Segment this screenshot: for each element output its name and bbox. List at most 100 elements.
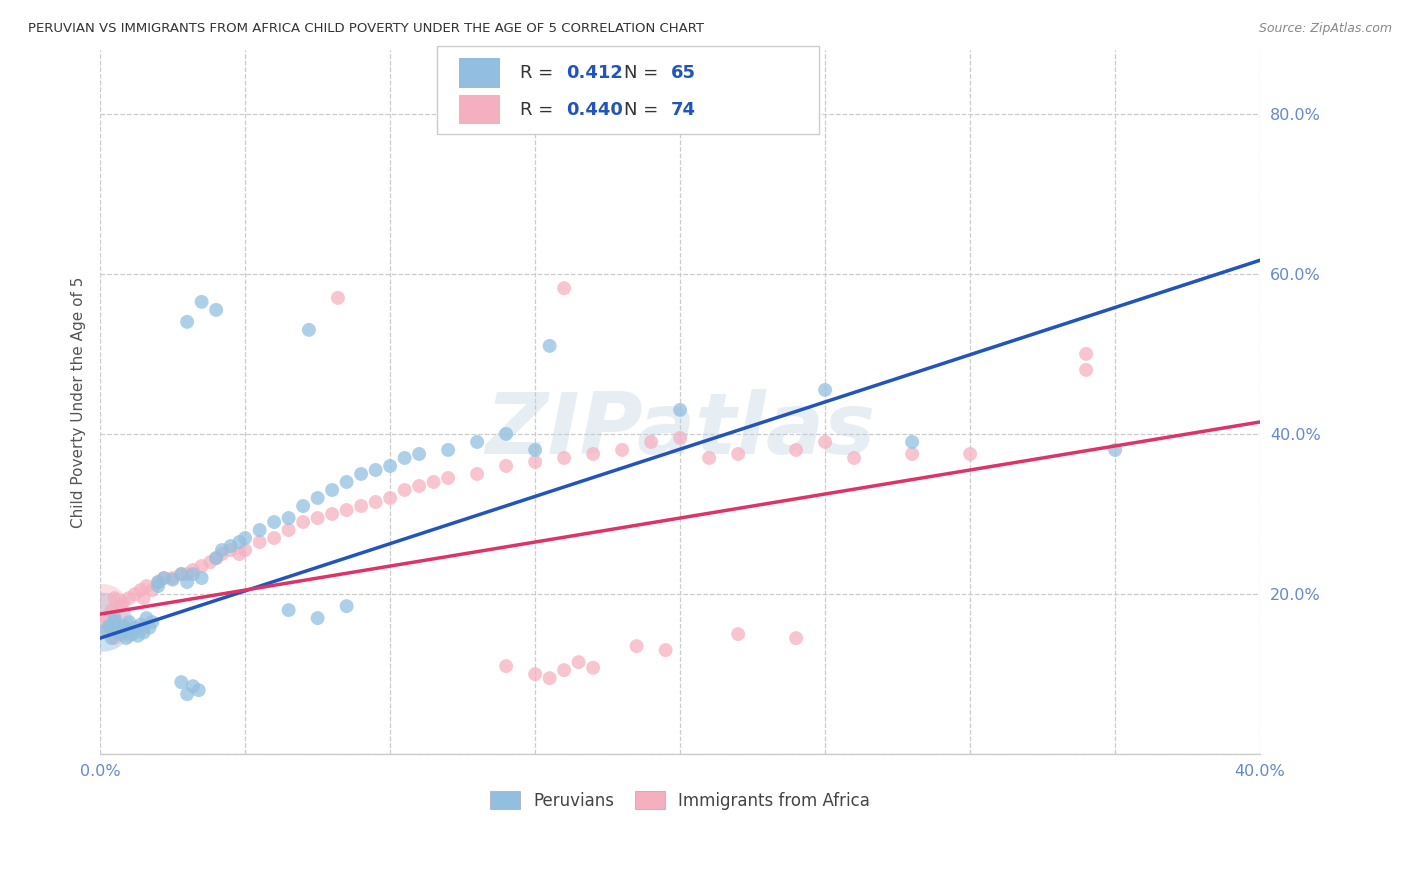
Point [568, 655, 591, 669]
Point [211, 547, 233, 561]
Point [211, 543, 233, 558]
Text: 74: 74 [671, 101, 696, 119]
Point [205, 302, 228, 317]
Point [582, 447, 605, 461]
Point [141, 615, 163, 629]
Point [350, 499, 373, 513]
Text: 65: 65 [671, 64, 696, 82]
Point [1104, 442, 1126, 457]
Point [141, 583, 163, 598]
Point [181, 563, 204, 577]
Point [292, 499, 315, 513]
Point [298, 323, 321, 337]
Point [170, 567, 193, 582]
Point [553, 663, 575, 677]
Text: N =: N = [624, 64, 665, 82]
Point [162, 571, 184, 585]
Point [176, 567, 198, 582]
Point [495, 458, 517, 473]
Point [465, 434, 488, 449]
Point [190, 559, 212, 574]
Point [200, 555, 222, 569]
Point [91, 615, 114, 629]
Point [524, 455, 547, 469]
Point [138, 621, 160, 635]
FancyBboxPatch shape [458, 95, 501, 124]
Point [1074, 363, 1097, 377]
Point [336, 475, 359, 489]
Point [785, 631, 807, 645]
Point [669, 431, 692, 445]
Point [104, 591, 127, 606]
Point [112, 619, 135, 633]
Point [118, 591, 141, 606]
Point [100, 631, 122, 645]
Point [205, 551, 228, 566]
FancyBboxPatch shape [436, 46, 820, 134]
Point [162, 573, 184, 587]
Point [91, 603, 114, 617]
Point [219, 543, 242, 558]
Point [112, 595, 135, 609]
Point [97, 619, 120, 633]
Text: PERUVIAN VS IMMIGRANTS FROM AFRICA CHILD POVERTY UNDER THE AGE OF 5 CORRELATION : PERUVIAN VS IMMIGRANTS FROM AFRICA CHILD… [28, 22, 704, 36]
Point [422, 475, 444, 489]
Point [118, 615, 141, 629]
Point [118, 623, 141, 637]
Point [408, 479, 430, 493]
Point [153, 571, 176, 585]
Point [842, 450, 865, 465]
Point [277, 523, 299, 537]
Point [582, 661, 605, 675]
Point [277, 511, 299, 525]
Point [277, 603, 299, 617]
Point [233, 531, 256, 545]
Point [814, 434, 837, 449]
Point [553, 450, 575, 465]
Point [307, 511, 329, 525]
Point [437, 471, 460, 485]
Point [233, 543, 256, 558]
Point [263, 515, 285, 529]
Point [394, 450, 416, 465]
Point [901, 434, 924, 449]
Point [364, 495, 387, 509]
Y-axis label: Child Poverty Under the Age of 5: Child Poverty Under the Age of 5 [72, 277, 86, 528]
Point [190, 294, 212, 309]
Point [170, 675, 193, 690]
Point [176, 687, 198, 701]
Point [307, 611, 329, 625]
Point [187, 683, 209, 698]
Point [697, 450, 720, 465]
Point [669, 403, 692, 417]
Point [350, 467, 373, 481]
Point [124, 621, 146, 635]
Point [901, 447, 924, 461]
Point [205, 551, 228, 566]
Point [321, 483, 343, 497]
Point [626, 639, 648, 653]
Text: 0.440: 0.440 [567, 101, 623, 119]
Point [104, 615, 127, 629]
Point [132, 621, 155, 635]
Point [524, 442, 547, 457]
Point [336, 503, 359, 517]
Point [1074, 347, 1097, 361]
Point [146, 575, 169, 590]
Point [112, 625, 135, 640]
Point [170, 567, 193, 582]
FancyBboxPatch shape [458, 58, 501, 87]
Point [959, 447, 981, 461]
Point [553, 281, 575, 295]
Point [153, 571, 176, 585]
Legend: Peruvians, Immigrants from Africa: Peruvians, Immigrants from Africa [484, 785, 876, 816]
Point [176, 575, 198, 590]
Point [146, 579, 169, 593]
Point [538, 339, 561, 353]
Point [727, 447, 749, 461]
Point [135, 611, 157, 625]
Point [814, 383, 837, 397]
Point [437, 442, 460, 457]
Text: Source: ZipAtlas.com: Source: ZipAtlas.com [1258, 22, 1392, 36]
Point [129, 583, 152, 598]
